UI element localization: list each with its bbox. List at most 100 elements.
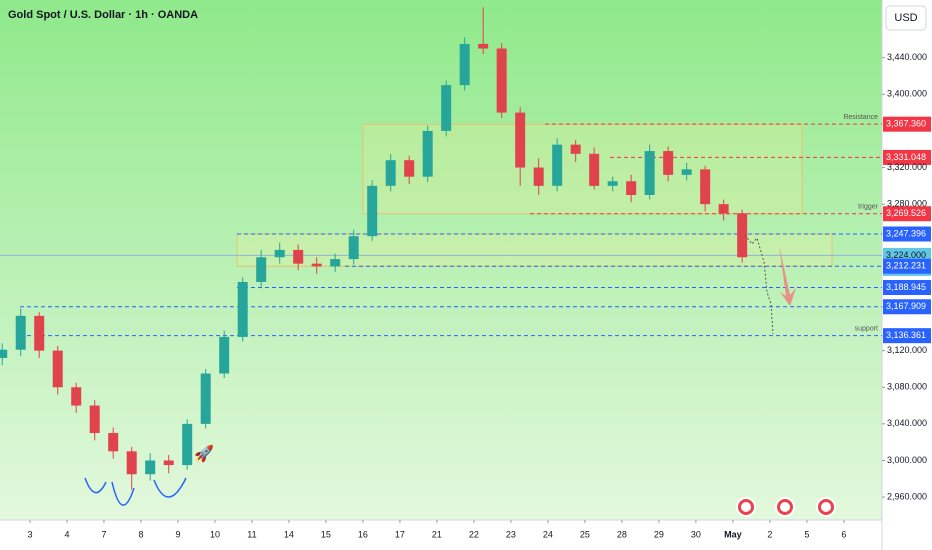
candle-body	[589, 153, 600, 186]
candle-body	[496, 48, 507, 113]
x-tick-label: 4	[64, 529, 69, 539]
candle-body	[700, 169, 711, 205]
y-tick-label: 3,320.000	[887, 162, 927, 172]
x-tick-label: 25	[580, 529, 590, 539]
candle-body	[552, 144, 563, 186]
candle-body	[478, 43, 489, 49]
price-label: 3,136.361	[886, 330, 926, 340]
x-tick-label: 28	[617, 529, 627, 539]
level-note: Resistance	[843, 114, 878, 121]
candle-body	[515, 112, 526, 168]
candle-body	[126, 451, 137, 475]
x-tick-label: 2	[767, 529, 772, 539]
candle-body	[15, 315, 26, 350]
price-label: 3,247.396	[886, 228, 926, 238]
candle-body	[274, 249, 285, 258]
x-tick-label: 8	[138, 529, 143, 539]
x-tick-label: 16	[358, 529, 368, 539]
time-axis	[0, 520, 882, 550]
candle-body	[52, 350, 63, 388]
price-label-box	[883, 149, 931, 165]
candle-body	[200, 373, 211, 424]
candle-body	[459, 43, 470, 86]
price-label-box	[883, 328, 931, 344]
x-tick-label: 21	[432, 529, 442, 539]
x-tick-label: 17	[395, 529, 405, 539]
price-label: 3,367.360	[886, 119, 926, 129]
price-label: 3,269.526	[886, 208, 926, 218]
y-tick-label: 3,280.000	[887, 199, 927, 209]
candle-body	[348, 236, 359, 260]
candle-body	[570, 144, 581, 154]
candle-body	[681, 169, 692, 175]
price-label-box	[883, 116, 931, 132]
price-label-box	[883, 226, 931, 242]
x-tick-label: May	[724, 529, 742, 539]
candle-body	[330, 259, 341, 267]
currency-button[interactable]	[885, 5, 927, 31]
x-tick-label: 7	[101, 529, 106, 539]
candle-body	[256, 257, 267, 282]
candle-body	[441, 85, 452, 131]
candle-body	[237, 281, 248, 337]
price-label-box	[883, 258, 931, 274]
candle-body	[718, 204, 729, 214]
price-label: 3,331.048	[886, 152, 926, 162]
candle-body	[607, 181, 618, 186]
candle-body	[626, 181, 637, 195]
projection-path	[744, 234, 774, 335]
x-tick-label: 3	[27, 529, 32, 539]
x-tick-label: 24	[543, 529, 553, 539]
price-label-box	[883, 206, 931, 222]
level-note: support	[855, 325, 878, 332]
level-note: trigger	[858, 204, 879, 211]
candle-body	[219, 336, 230, 374]
candle-body	[0, 349, 8, 358]
y-tick-label: 3,400.000	[887, 89, 927, 99]
price-label-box	[883, 280, 931, 296]
y-tick-label: 3,080.000	[887, 382, 927, 392]
rocket-icon: 🚀	[194, 444, 214, 463]
candle-body	[385, 160, 396, 186]
candle-body	[89, 405, 100, 434]
x-tick-label: 22	[469, 529, 479, 539]
candle-body	[644, 151, 655, 195]
y-tick-label: 3,440.000	[887, 52, 927, 62]
x-tick-label: 9	[175, 529, 180, 539]
chart-title: Gold Spot / U.S. Dollar · 1h · OANDA	[8, 9, 198, 21]
price-label: 3,212.231	[886, 261, 926, 271]
candle-body	[533, 167, 544, 186]
candle-body	[422, 130, 433, 177]
x-tick-label: 29	[654, 529, 664, 539]
x-tick-label: 5	[804, 529, 809, 539]
candle-body	[404, 160, 415, 177]
down-arrow	[779, 245, 796, 306]
x-tick-label: 10	[210, 529, 220, 539]
price-label-box	[883, 299, 931, 315]
x-tick-label: 23	[506, 529, 516, 539]
x-tick-label: 30	[691, 529, 701, 539]
event-icons	[736, 497, 836, 517]
currency-label[interactable]: USD	[894, 12, 917, 24]
candle-body	[182, 423, 193, 466]
x-tick-label: 11	[247, 529, 256, 539]
y-tick-label: 3,120.000	[887, 345, 927, 355]
candle-body	[71, 387, 82, 406]
candle-body	[311, 263, 322, 267]
x-tick-label: 15	[321, 529, 331, 539]
candle-body	[34, 315, 45, 351]
candle-body	[663, 151, 674, 175]
price-label: 3,188.945	[886, 282, 926, 292]
candle-body	[145, 460, 156, 475]
zone	[362, 123, 803, 215]
candle-body	[293, 249, 304, 264]
candle-body	[737, 213, 748, 258]
x-tick-label: 14	[284, 529, 294, 539]
candle-body	[163, 460, 174, 466]
y-tick-label: 3,040.000	[887, 418, 927, 428]
price-label: 3,167.909	[886, 301, 926, 311]
x-tick-label: 6	[841, 529, 846, 539]
candle-body	[108, 433, 119, 452]
